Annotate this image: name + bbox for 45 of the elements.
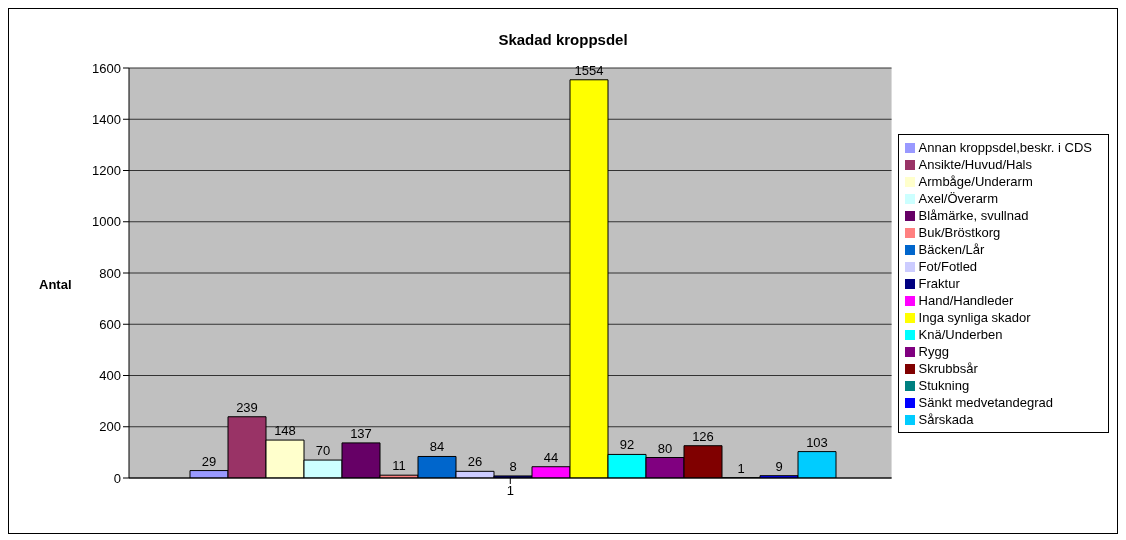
legend-label: Annan kroppsdel,beskr. i CDS xyxy=(918,139,1092,155)
y-tick-label: 1200 xyxy=(92,163,121,179)
y-tick-label: 800 xyxy=(99,265,121,281)
y-tick-label: 1000 xyxy=(92,214,121,230)
data-label: 137 xyxy=(350,425,372,441)
data-label: 1554 xyxy=(574,62,604,78)
data-label: 80 xyxy=(657,440,673,456)
legend-label: Armbåge/Underarm xyxy=(918,173,1033,189)
y-tick-label: 400 xyxy=(99,368,121,384)
data-label: 70 xyxy=(315,443,331,459)
y-axis-title: Antal xyxy=(39,277,72,292)
legend-label: Fraktur xyxy=(918,275,960,291)
data-label: 103 xyxy=(806,434,828,450)
data-label: 44 xyxy=(543,449,559,465)
legend-label: Skrubbsår xyxy=(918,360,978,376)
data-label: 11 xyxy=(392,458,406,474)
y-tick-label: 1600 xyxy=(92,60,121,76)
legend-label: Bäcken/Lår xyxy=(918,241,985,257)
legend-label: Stukning xyxy=(918,377,970,393)
legend-label: Axel/Överarm xyxy=(918,190,999,206)
data-label: 29 xyxy=(201,453,217,469)
data-label: 126 xyxy=(692,428,714,444)
legend-label: Fot/Fotled xyxy=(918,258,978,274)
y-tick-label: 600 xyxy=(99,316,121,332)
legend-label: Buk/Bröstkorg xyxy=(918,224,1001,240)
data-label: 239 xyxy=(236,399,258,415)
legend-label: Sårskada xyxy=(918,411,974,427)
data-label: 148 xyxy=(274,423,296,439)
legend-label: Rygg xyxy=(918,343,949,359)
legend-label: Blåmärke, svullnad xyxy=(918,207,1029,223)
legend-label: Sänkt medvetandegrad xyxy=(918,394,1053,410)
y-tick-label: 1400 xyxy=(92,111,121,127)
data-label: 26 xyxy=(467,454,483,470)
chart-title: Skadad kroppsdel xyxy=(497,31,629,48)
legend-label: Knä/Underben xyxy=(918,326,1003,342)
data-label: 1 xyxy=(737,460,745,476)
data-label: 84 xyxy=(429,439,445,455)
y-tick-label: 200 xyxy=(99,419,121,435)
y-tick-label: 0 xyxy=(113,470,121,486)
legend-label: Inga synliga skador xyxy=(918,309,1031,325)
data-label: 92 xyxy=(619,437,635,453)
data-label: 8 xyxy=(509,458,517,474)
legend-label: Hand/Handleder xyxy=(918,292,1014,308)
data-label: 9 xyxy=(775,458,783,474)
legend-label: Ansikte/Huvud/Hals xyxy=(918,156,1033,172)
